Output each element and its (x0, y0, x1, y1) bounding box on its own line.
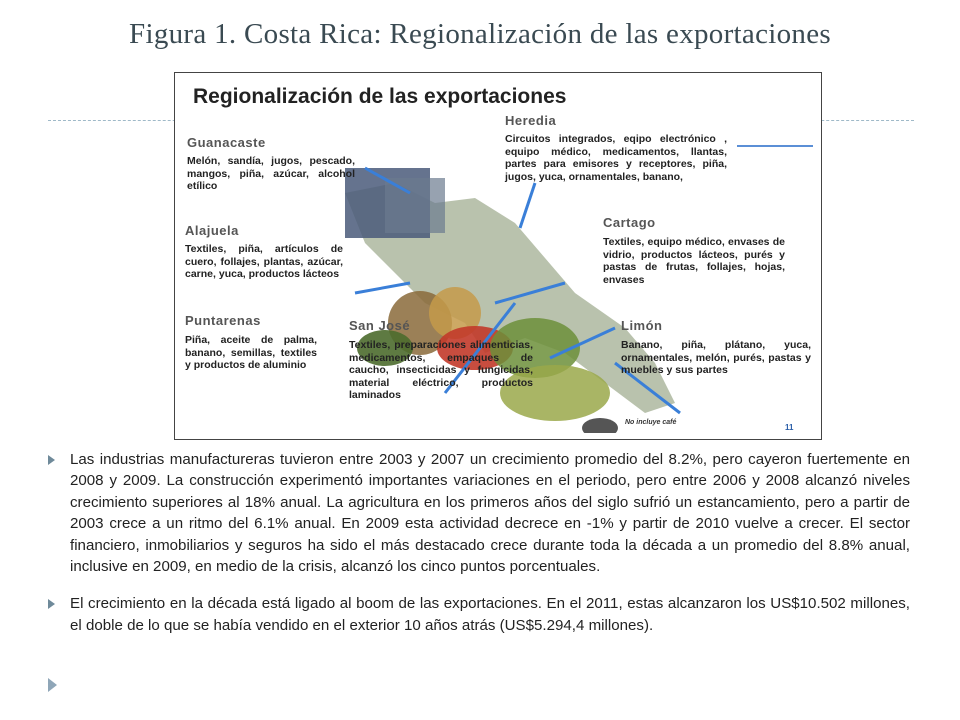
arrow-sanjose (494, 281, 566, 305)
region-name-cartago: Cartago (603, 215, 656, 230)
slide-title: Figura 1. Costa Rica: Regionalización de… (129, 18, 831, 50)
bullet-list: Las industrias manufactureras tuvieron e… (48, 449, 910, 652)
photo-vegetables (357, 330, 413, 366)
figure-note: No incluye café (625, 419, 677, 426)
region-name-limon: Limón (621, 318, 663, 333)
figure-title: Regionalización de las exportaciones (193, 85, 567, 108)
accent-line (737, 145, 813, 147)
bullet-arrow-icon (48, 599, 55, 610)
region-name-heredia: Heredia (505, 113, 557, 128)
photo-animal (582, 418, 618, 433)
region-name-san-jose: San José (349, 318, 411, 333)
costa-rica-map-collage (345, 166, 681, 433)
arrow-heredia (518, 182, 537, 229)
arrow-guanacaste (364, 166, 411, 195)
figure-page-number: 11 (785, 423, 794, 432)
region-name-guanacaste: Guanacaste (187, 135, 266, 150)
region-text-alajuela: Textiles, piña, artículos de cuero, foll… (185, 243, 343, 280)
bullet-item: Las industrias manufactureras tuvieron e… (48, 449, 910, 577)
bullet-text: Las industrias manufactureras tuvieron e… (70, 451, 910, 576)
bullet-arrow-icon (48, 455, 55, 465)
arrow-cartago (549, 326, 616, 360)
bullet-item: El crecimiento en la década está ligado … (48, 593, 910, 636)
photo-leaves (490, 318, 580, 378)
region-arrows (354, 166, 681, 415)
region-text-heredia: Circuitos integrados, eqipo electrónico … (505, 133, 727, 183)
arrow-puntarenas (443, 302, 517, 394)
slide-marker-icon (48, 678, 57, 692)
arrow-limon (614, 361, 681, 415)
region-name-puntarenas: Puntarenas (185, 313, 261, 328)
region-text-cartago: Textiles, equipo médico, envases de vidr… (603, 236, 785, 286)
region-text-guanacaste: Melón, sandía, jugos, pescado, mangos, p… (187, 155, 355, 192)
photo-melon (429, 287, 481, 339)
region-text-san-jose: Textiles, preparaciones alimenticias, me… (349, 339, 533, 401)
arrow-alajuela (354, 281, 411, 295)
bullet-text: El crecimiento en la década está ligado … (70, 595, 910, 634)
photo-tech (385, 178, 445, 233)
region-text-limon: Banano, piña, plátano, yuca, ornamentale… (621, 339, 811, 376)
region-text-puntarenas: Piña, aceite de palma, banano, semillas,… (185, 334, 317, 371)
photo-bananas (500, 365, 610, 421)
regionalization-figure: Regionalización de las exportaciones Gua… (174, 72, 822, 440)
region-name-alajuela: Alajuela (185, 223, 239, 238)
